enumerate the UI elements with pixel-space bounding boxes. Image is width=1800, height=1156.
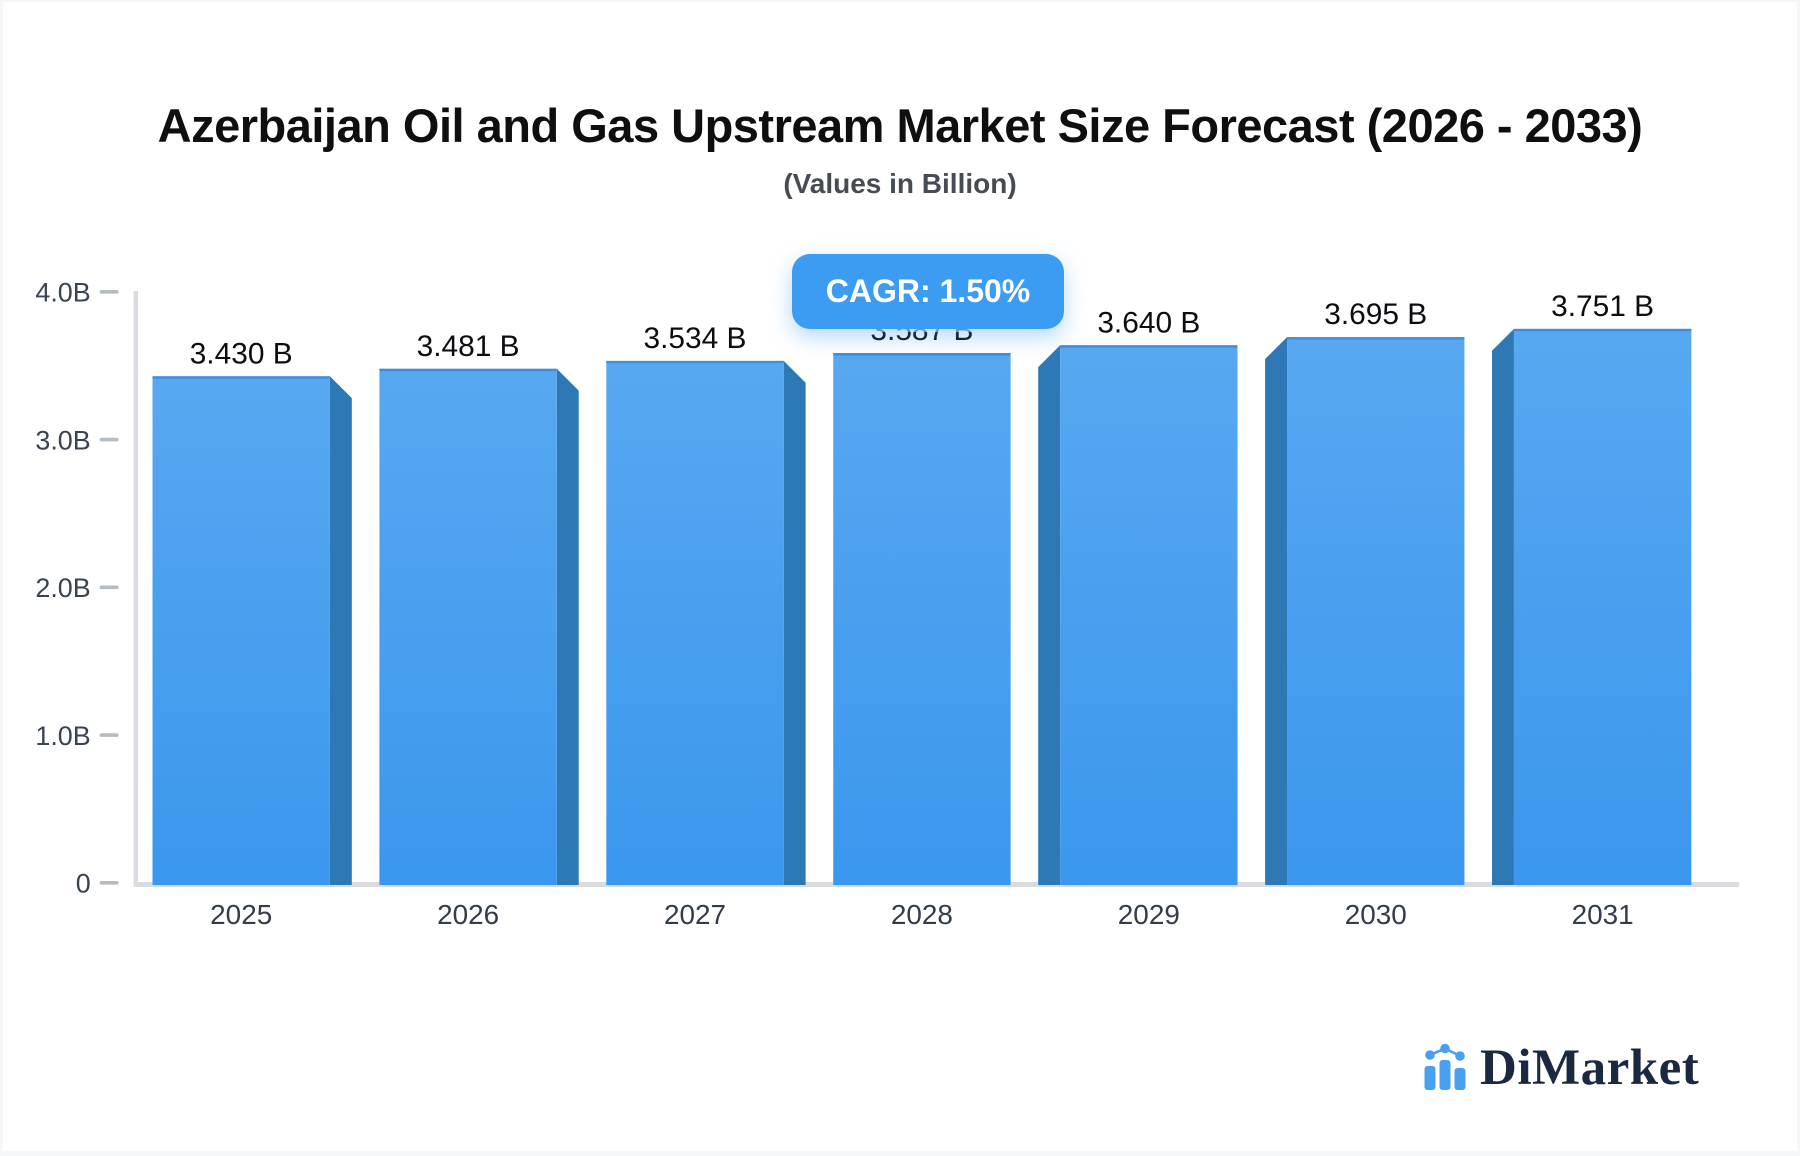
y-axis-tick-label: 4.0B (35, 277, 90, 307)
bar-group: 3.751 B 2031 (1492, 290, 1692, 930)
y-axis-tick (99, 437, 119, 442)
chart-title: Azerbaijan Oil and Gas Upstream Market S… (157, 99, 1643, 152)
bar-side-face (329, 376, 352, 886)
x-axis-label: 2031 (1572, 899, 1634, 930)
bar-side-face (1265, 337, 1288, 886)
x-axis-label: 2027 (664, 899, 726, 930)
y-axis-tick-label: 2.0B (35, 573, 90, 603)
bar (833, 353, 1011, 886)
bar-value-label: 3.481 B (417, 330, 520, 363)
y-axis-tick (99, 290, 119, 294)
bar-side-face (1492, 328, 1514, 886)
bar (1287, 337, 1465, 886)
bar-value-label: 3.640 B (1097, 306, 1200, 339)
y-axis-tick (99, 585, 119, 590)
y-axis-tick (99, 881, 119, 885)
bar-value-label: 3.534 B (644, 322, 747, 355)
cagr-badge-label: CAGR: 1.50% (825, 273, 1031, 309)
chart-card: Azerbaijan Oil and Gas Upstream Market S… (3, 2, 1797, 1151)
dimarket-logo: DiMarket (1423, 1038, 1699, 1094)
chart-subtitle: (Values in Billion) (783, 168, 1017, 199)
x-axis-label: 2030 (1345, 899, 1407, 930)
bar (606, 360, 784, 886)
bar (152, 376, 330, 886)
mini-bar-chart-icon (1424, 1043, 1466, 1090)
y-axis-tick-label: 3.0B (35, 425, 90, 455)
bar-value-label: 3.751 B (1551, 290, 1654, 323)
y-axis-tick-label: 1.0B (35, 721, 90, 751)
y-axis-tick (99, 733, 119, 737)
bar-group: 3.534 B 2027 (606, 322, 806, 930)
logo-text: DiMarket (1480, 1040, 1700, 1096)
bar (379, 368, 557, 886)
bar (1513, 328, 1692, 886)
bar (1060, 345, 1238, 886)
y-axis-line (133, 291, 139, 886)
x-axis-label: 2028 (891, 899, 953, 930)
bar-side-face (1038, 345, 1061, 886)
bar-value-label: 3.430 B (190, 337, 293, 370)
bar-group: 3.640 B 2029 (1038, 306, 1238, 930)
x-axis-label: 2025 (210, 899, 272, 930)
bar-side-face (783, 360, 806, 886)
bar-group: 3.481 B 2026 (379, 330, 579, 930)
x-axis-label: 2026 (437, 899, 499, 930)
bar-side-face (556, 368, 579, 886)
bar-group: 3.430 B 2025 (152, 337, 352, 930)
bar-group: 3.695 B 2030 (1265, 298, 1465, 930)
bar-value-label: 3.695 B (1324, 298, 1427, 331)
cagr-badge: CAGR: 1.50% (792, 254, 1064, 329)
x-axis-label: 2029 (1118, 899, 1180, 930)
y-axis-tick-label: 0 (76, 869, 91, 899)
